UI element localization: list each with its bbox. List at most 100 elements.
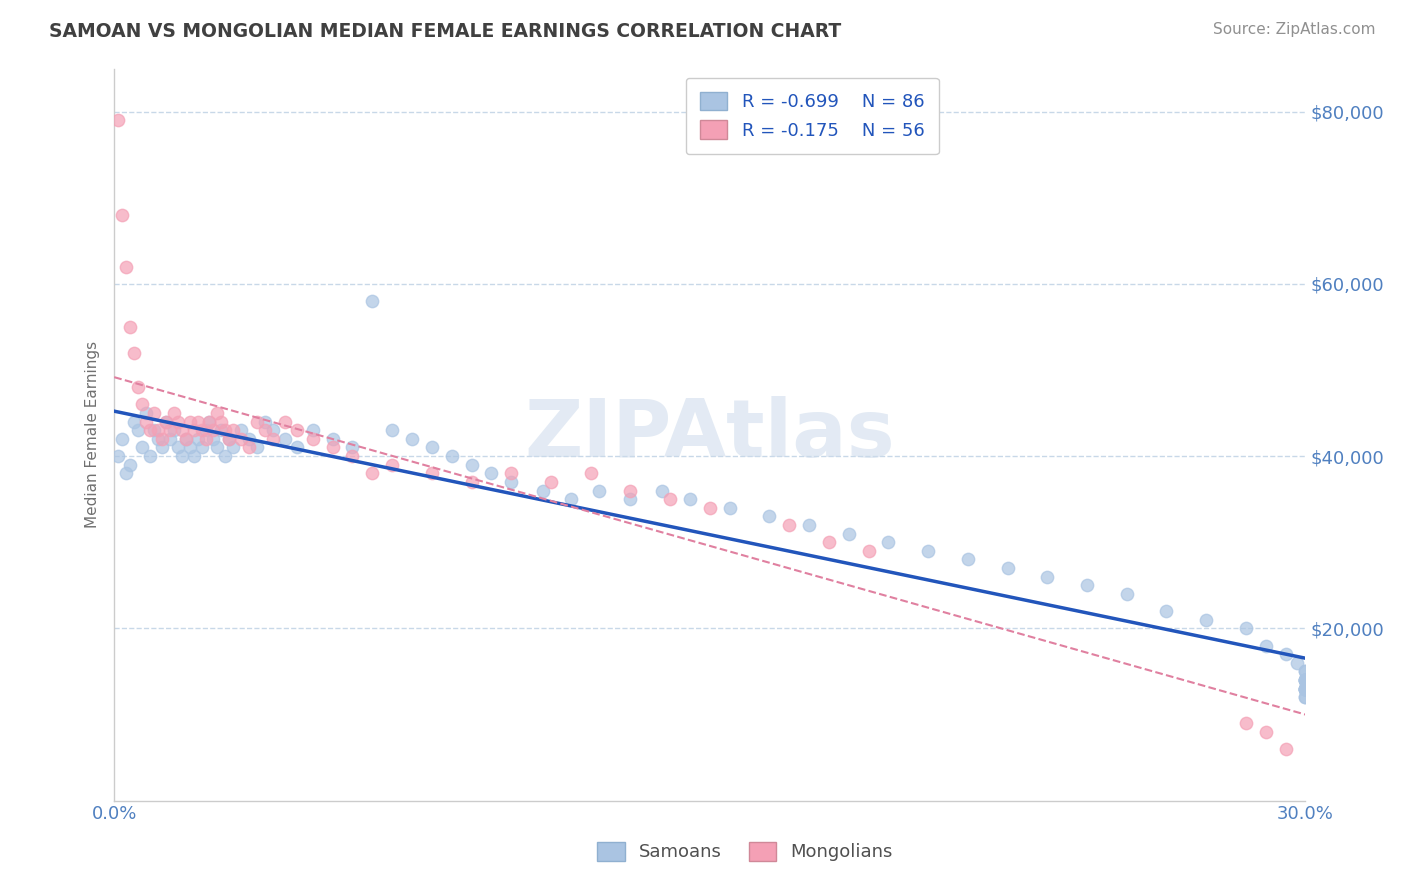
Point [1294, 681, 1316, 696]
Point [127, 380, 149, 394]
Point [381, 458, 404, 472]
Text: ZIPAtlas: ZIPAtlas [524, 395, 896, 474]
Point [122, 345, 145, 359]
Point [619, 492, 641, 507]
Point [877, 535, 900, 549]
Point [198, 415, 221, 429]
Point [187, 432, 209, 446]
Point [231, 423, 253, 437]
Point [1294, 681, 1316, 696]
Point [1294, 673, 1316, 687]
Point [139, 449, 162, 463]
Point [758, 509, 780, 524]
Point [238, 432, 260, 446]
Point [198, 415, 221, 429]
Point [956, 552, 979, 566]
Point [222, 423, 245, 437]
Point [209, 415, 232, 429]
Point [1294, 673, 1316, 687]
Point [183, 423, 205, 437]
Point [588, 483, 610, 498]
Point [150, 432, 173, 446]
Point [146, 432, 169, 446]
Point [187, 415, 209, 429]
Point [322, 432, 344, 446]
Legend: Samoans, Mongolians: Samoans, Mongolians [585, 830, 905, 874]
Point [322, 441, 344, 455]
Point [127, 423, 149, 437]
Point [115, 260, 138, 274]
Point [190, 441, 212, 455]
Point [1286, 656, 1309, 670]
Point [285, 423, 308, 437]
Point [1274, 647, 1296, 661]
Point [274, 415, 297, 429]
Point [155, 415, 177, 429]
Point [194, 432, 217, 446]
Point [135, 415, 157, 429]
Point [214, 449, 236, 463]
Point [440, 449, 463, 463]
Point [218, 432, 240, 446]
Point [1294, 673, 1316, 687]
Point [1294, 690, 1316, 705]
Point [420, 441, 443, 455]
Point [159, 423, 181, 437]
Point [401, 432, 423, 446]
Point [155, 415, 177, 429]
Point [214, 423, 236, 437]
Point [997, 561, 1019, 575]
Point [1254, 724, 1277, 739]
Point [579, 467, 602, 481]
Point [122, 415, 145, 429]
Point [1294, 681, 1316, 696]
Point [111, 432, 134, 446]
Point [262, 423, 284, 437]
Point [1294, 665, 1316, 679]
Point [301, 423, 323, 437]
Point [218, 432, 240, 446]
Point [1294, 681, 1316, 696]
Point [778, 518, 800, 533]
Point [420, 467, 443, 481]
Point [139, 423, 162, 437]
Point [142, 406, 165, 420]
Point [718, 500, 741, 515]
Point [246, 415, 269, 429]
Point [120, 458, 142, 472]
Point [254, 415, 277, 429]
Point [1294, 673, 1316, 687]
Point [120, 319, 142, 334]
Point [1294, 690, 1316, 705]
Point [274, 432, 297, 446]
Point [174, 432, 197, 446]
Point [166, 441, 188, 455]
Point [1294, 665, 1316, 679]
Point [361, 467, 384, 481]
Point [150, 441, 173, 455]
Point [179, 441, 201, 455]
Point [194, 423, 217, 437]
Point [531, 483, 554, 498]
Point [479, 467, 502, 481]
Point [342, 449, 364, 463]
Point [1195, 613, 1218, 627]
Text: SAMOAN VS MONGOLIAN MEDIAN FEMALE EARNINGS CORRELATION CHART: SAMOAN VS MONGOLIAN MEDIAN FEMALE EARNIN… [49, 22, 841, 41]
Point [142, 423, 165, 437]
Point [560, 492, 582, 507]
Point [209, 423, 232, 437]
Point [135, 406, 157, 420]
Point [1274, 742, 1296, 756]
Point [381, 423, 404, 437]
Point [501, 475, 523, 489]
Point [1234, 621, 1257, 635]
Point [159, 432, 181, 446]
Point [207, 441, 229, 455]
Point [166, 415, 188, 429]
Point [1234, 716, 1257, 731]
Point [858, 544, 880, 558]
Point [797, 518, 820, 533]
Y-axis label: Median Female Earnings: Median Female Earnings [86, 341, 100, 528]
Point [501, 467, 523, 481]
Point [1076, 578, 1098, 592]
